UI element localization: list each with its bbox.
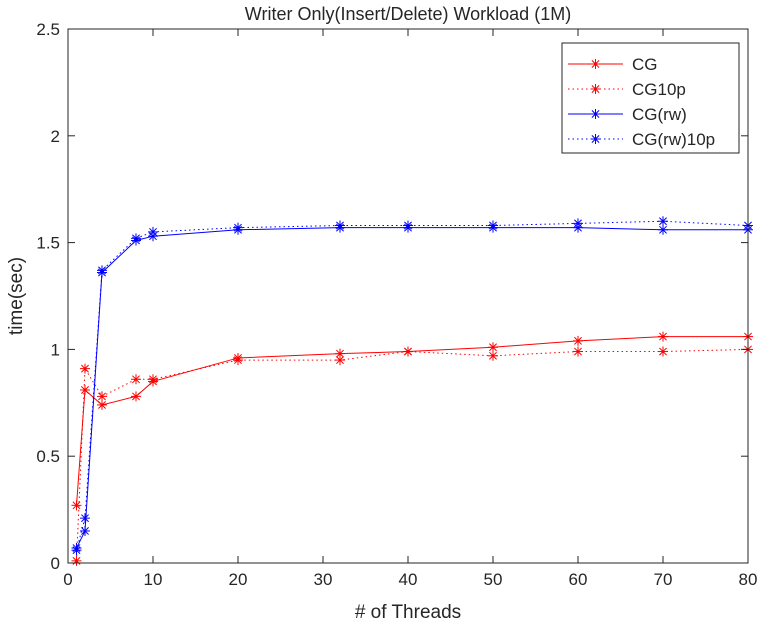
legend-entry: CG10p [568, 80, 686, 99]
data-point [335, 220, 345, 231]
data-point [71, 500, 82, 511]
x-tick-label: 0 [63, 570, 72, 589]
data-point [71, 545, 82, 556]
data-point [97, 399, 107, 410]
data-point [335, 355, 345, 366]
data-point [573, 218, 583, 229]
y-tick-label: 0 [51, 554, 60, 573]
legend-label: CG(rw)10p [632, 130, 715, 149]
y-tick-label: 2.5 [36, 20, 60, 39]
legend-marker [590, 109, 601, 119]
legend-label: CG10p [632, 80, 686, 99]
data-point [148, 374, 158, 385]
x-axis-label: # of Threads [355, 602, 461, 623]
data-point [233, 355, 243, 366]
data-point [573, 346, 583, 357]
y-tick-label: 2 [51, 127, 60, 146]
legend: CG CG10p CG(rw) CG(rw)10p [561, 42, 740, 154]
legend-marker [590, 59, 601, 69]
data-point [658, 331, 668, 342]
y-tick-label: 1 [51, 340, 60, 359]
data-point [488, 350, 498, 361]
data-point [97, 391, 107, 402]
data-point [131, 374, 141, 385]
y-tick-label: 0.5 [36, 447, 60, 466]
data-point [131, 391, 141, 402]
y-axis-label: time(sec) [6, 257, 27, 335]
legend-marker [590, 84, 601, 94]
x-tick-label: 60 [569, 570, 588, 589]
data-point [658, 216, 668, 227]
series-line [76, 220, 749, 551]
series-line [76, 227, 748, 549]
y-tick-label: 1.5 [36, 234, 60, 253]
data-point [97, 265, 107, 276]
data-point [71, 555, 82, 566]
data-point [658, 224, 668, 235]
series-cg-rw-10p [71, 216, 753, 556]
data-point [131, 233, 141, 244]
x-tick-label: 10 [144, 570, 163, 589]
ticks-layer: 0 10 20 30 40 50 60 70 80 0 0.5 1 1.5 2 2.5 [36, 20, 757, 589]
series-cg [71, 331, 753, 511]
data-point [573, 335, 583, 346]
x-tick-label: 30 [314, 570, 333, 589]
series-cg10p [71, 344, 753, 566]
data-point [80, 513, 90, 524]
data-point [335, 348, 345, 359]
legend-box [561, 42, 740, 154]
x-tick-label: 50 [484, 570, 503, 589]
legend-marker [590, 134, 601, 144]
data-point [80, 525, 90, 536]
legend-entry: CG(rw)10p [568, 130, 715, 149]
chart-title: Writer Only(Insert/Delete) Workload (1M) [245, 4, 571, 24]
legend-entry: CG(rw) [568, 105, 687, 124]
x-tick-label: 80 [739, 570, 758, 589]
legend-entry: CG [568, 55, 658, 74]
data-point [403, 220, 413, 231]
data-point [488, 220, 498, 231]
data-point [80, 363, 90, 374]
data-point [80, 384, 90, 395]
legend-label: CG(rw) [632, 105, 687, 124]
legend-label: CG [632, 55, 658, 74]
data-point [148, 226, 158, 237]
data-point [233, 222, 243, 233]
x-tick-label: 70 [654, 570, 673, 589]
data-point [488, 342, 498, 353]
x-tick-label: 20 [229, 570, 248, 589]
x-tick-label: 40 [399, 570, 418, 589]
data-point [658, 346, 668, 357]
data-point [403, 346, 413, 357]
